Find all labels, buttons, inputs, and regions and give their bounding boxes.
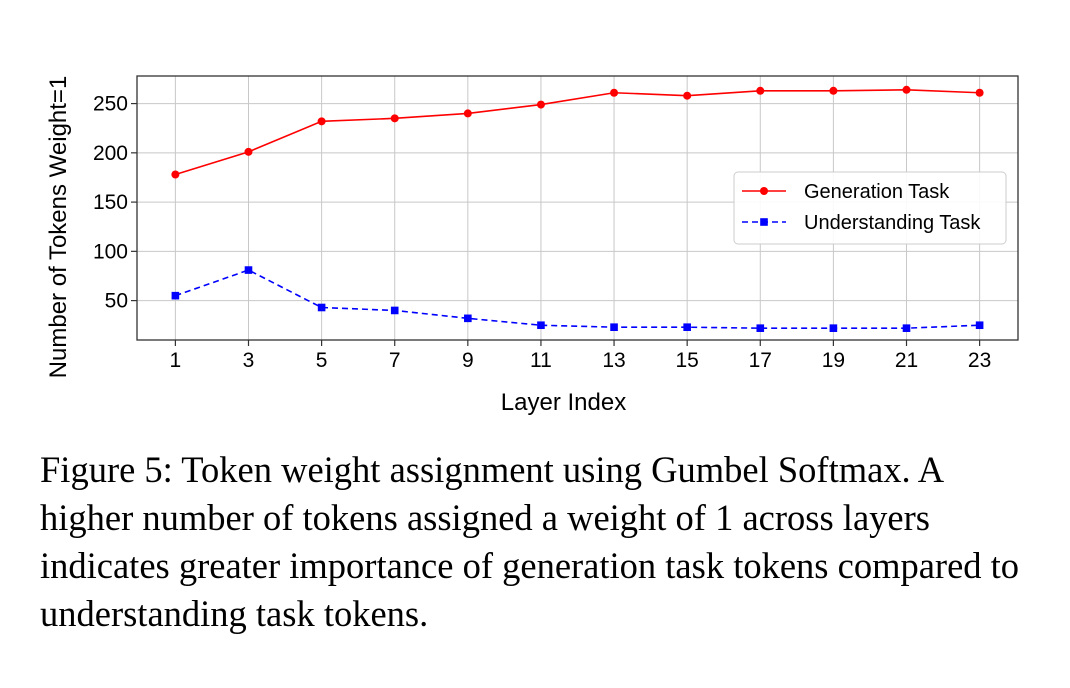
data-point — [464, 314, 472, 323]
x-tick-label: 1 — [170, 349, 182, 372]
data-point — [244, 266, 253, 274]
data-point — [463, 109, 472, 118]
x-tick-label: 11 — [530, 349, 552, 372]
grid — [137, 76, 1018, 340]
data-point — [610, 88, 619, 97]
data-point — [829, 324, 838, 332]
data-point — [390, 306, 399, 315]
legend-marker — [760, 187, 768, 195]
data-point — [756, 86, 765, 95]
y-tick-label: 100 — [93, 240, 128, 263]
series-line — [175, 88, 980, 176]
data-point — [317, 303, 326, 312]
x-tick-label: 3 — [243, 349, 255, 372]
data-point — [756, 324, 765, 332]
data-point — [537, 321, 545, 330]
x-tick-label: 15 — [675, 349, 698, 372]
data-point — [536, 100, 545, 109]
data-point — [244, 147, 253, 156]
figure-caption: Figure 5: Token weight assignment using … — [40, 449, 1020, 634]
data-point — [975, 321, 984, 330]
x-tick-label: 19 — [822, 349, 845, 372]
legend-marker — [760, 218, 768, 226]
legend-label: Generation Task — [804, 181, 950, 203]
data-point — [171, 170, 180, 179]
data-point — [610, 323, 618, 331]
x-tick-label: 5 — [316, 349, 328, 372]
series-generation — [171, 85, 984, 179]
legend-entry: Generation Task — [742, 181, 950, 203]
x-tick-label: 17 — [749, 349, 772, 372]
legend-entry: Understanding Task — [742, 212, 981, 234]
x-tick-label: 9 — [462, 349, 474, 372]
x-axis-label: Layer Index — [501, 389, 626, 416]
data-point — [683, 323, 691, 331]
data-point — [317, 117, 326, 126]
y-tick-label: 200 — [93, 142, 128, 165]
y-axis-label: Number of Tokens Weight=1 — [45, 76, 72, 379]
x-tick-label: 21 — [895, 349, 918, 372]
y-tick-label: 150 — [93, 191, 128, 214]
data-point — [171, 291, 180, 300]
series-layer — [171, 85, 984, 332]
data-point — [975, 88, 984, 97]
x-tick-label: 13 — [602, 349, 625, 372]
data-point — [902, 85, 911, 94]
series-line — [175, 269, 980, 329]
data-point — [902, 324, 911, 332]
series-understanding — [171, 266, 984, 332]
x-tick-label: 7 — [389, 349, 401, 372]
data-point — [390, 114, 399, 123]
x-tick-label: 23 — [968, 349, 991, 372]
y-tick-label: 50 — [105, 290, 128, 313]
legend-label: Understanding Task — [804, 212, 981, 234]
legend-box — [733, 171, 1007, 245]
y-tick-label: 250 — [93, 93, 128, 116]
data-point — [829, 86, 838, 95]
data-point — [683, 91, 692, 100]
plot-frame — [136, 75, 1019, 341]
legend: Generation Task Understanding Task — [733, 171, 1007, 245]
